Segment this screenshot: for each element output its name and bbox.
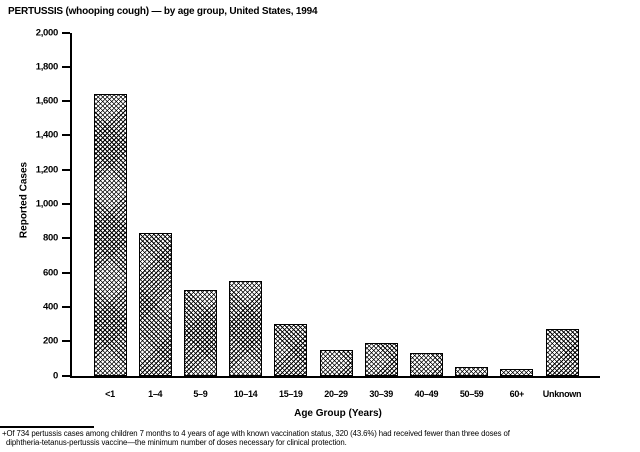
y-tick-label: 400 xyxy=(43,301,58,313)
y-tick-mark xyxy=(62,65,70,68)
x-tick-label: Unknown xyxy=(542,388,582,399)
y-tick-mark xyxy=(62,31,70,34)
y-tick-label: 800 xyxy=(43,232,58,244)
y-tick-mark xyxy=(62,134,70,137)
bar-40–49 xyxy=(409,353,443,376)
plot-area: <1 1–4 5–9 10–14 15–19 20–29 30–39 40–49 50–59 60… xyxy=(36,27,600,399)
y-tick-label: 1,600 xyxy=(35,95,59,107)
bar-50–59 xyxy=(455,366,489,376)
footnote: +Of 734 pertussis cases among children 7… xyxy=(2,429,638,447)
x-tick-label: 40–49 xyxy=(414,388,439,399)
x-tick-label: 60+ xyxy=(509,388,525,399)
bar-1–4 xyxy=(138,233,172,376)
y-tick-mark xyxy=(62,340,70,343)
y-tick-mark xyxy=(62,237,70,240)
x-tick-label: 1–4 xyxy=(148,388,163,399)
y-tick-label: 1,200 xyxy=(35,164,59,176)
x-tick-label: 30–39 xyxy=(369,388,393,399)
x-tick-label: 15–19 xyxy=(279,388,303,399)
x-tick-label: <1 xyxy=(105,388,115,399)
y-tick-label: 1,000 xyxy=(35,198,59,210)
bar-20–29 xyxy=(319,349,353,376)
bar-30–39 xyxy=(364,342,398,376)
bar-<1 xyxy=(93,94,127,376)
footnote-line-1: +Of 734 pertussis cases among children 7… xyxy=(2,429,510,438)
x-tick-label: 10–14 xyxy=(233,388,258,399)
y-tick-mark xyxy=(62,100,70,103)
y-tick-mark xyxy=(62,168,70,171)
bar-15–19 xyxy=(274,324,308,376)
footnote-line-2: diphtheria-tetanus-pertussis vaccine—the… xyxy=(6,438,347,447)
y-tick-label: 0 xyxy=(53,370,58,381)
x-tick-label: 50–59 xyxy=(459,388,484,399)
x-axis-label: Age Group (Years) xyxy=(294,408,382,419)
y-tick-mark xyxy=(62,203,70,205)
y-tick-mark xyxy=(62,271,70,274)
y-tick-label: 600 xyxy=(43,267,58,279)
x-tick-label: 20–29 xyxy=(324,388,348,399)
y-tick-mark xyxy=(62,374,70,377)
bar-60+ xyxy=(500,368,534,376)
y-tick-label: 200 xyxy=(43,335,58,347)
bar-10–14 xyxy=(229,281,263,376)
chart-title: PERTUSSIS (whooping cough) — by age grou… xyxy=(8,6,318,17)
y-tick-label: 2,000 xyxy=(35,27,59,38)
y-tick-label: 1,800 xyxy=(35,61,59,73)
bar-Unknown xyxy=(545,329,579,376)
y-tick-label: 1,400 xyxy=(35,129,59,141)
bar-5–9 xyxy=(183,289,217,376)
y-tick-mark xyxy=(62,305,70,308)
footnote-divider xyxy=(0,426,94,428)
x-tick-label: 5–9 xyxy=(193,388,208,399)
